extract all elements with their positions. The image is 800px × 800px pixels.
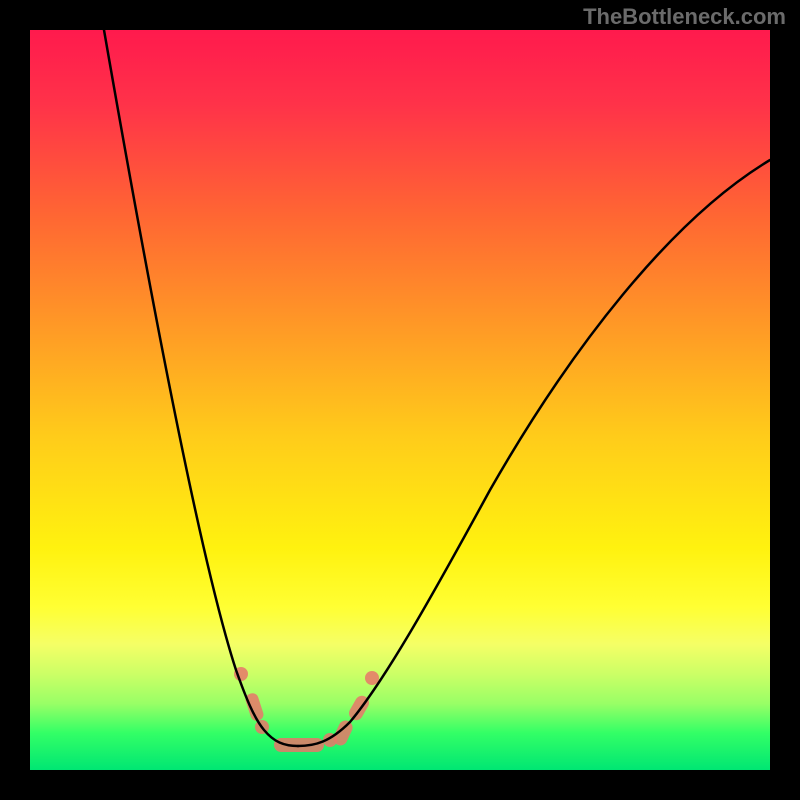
markers-group <box>234 667 379 752</box>
plot-area <box>30 30 770 770</box>
curve-left_branch <box>104 30 298 746</box>
marker-7 <box>365 671 379 685</box>
curve-right_branch <box>298 160 770 746</box>
watermark-text: TheBottleneck.com <box>583 4 786 30</box>
chart-svg <box>30 30 770 770</box>
curves-group <box>104 30 770 746</box>
